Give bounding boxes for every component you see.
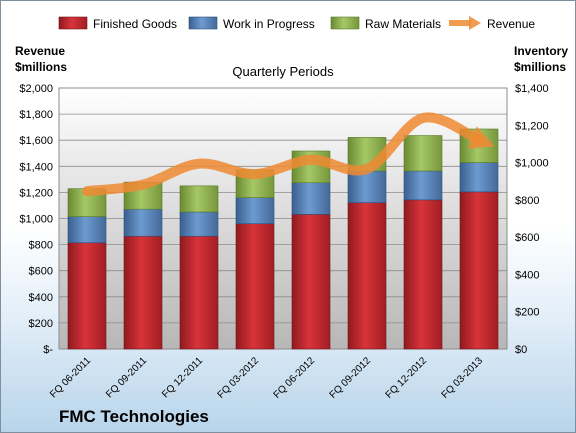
x-tick-label: FQ 03-2012 <box>216 355 262 401</box>
right-tick-label: $600 <box>515 232 539 244</box>
left-tick-label: $1,600 <box>19 135 53 147</box>
legend-label-work-in-progress: Work in Progress <box>223 17 315 31</box>
revenue-line-layer <box>82 112 495 197</box>
bar-raw-materials <box>179 185 219 213</box>
right-tick-label: $1,200 <box>515 120 549 132</box>
bar-work-in-progress <box>459 162 499 193</box>
right-axis-label-line1: Inventory <box>514 44 568 58</box>
company-name: FMC Technologies <box>59 407 209 426</box>
right-tick-label: $0 <box>515 344 527 356</box>
bar-finished-goods <box>403 199 443 350</box>
legend: Finished Goods Work in Progress Raw Mate… <box>58 16 535 31</box>
bar-work-in-progress <box>179 211 219 237</box>
legend-swatch-raw-materials <box>330 16 360 30</box>
bar-finished-goods <box>179 235 219 350</box>
left-tick-label: $1,000 <box>19 214 53 226</box>
bar-finished-goods <box>459 191 499 350</box>
bar-work-in-progress <box>123 208 163 237</box>
right-tick-label: $1,000 <box>515 158 549 170</box>
x-tick-label: FQ 09-2011 <box>104 355 149 400</box>
left-tick-label: $1,400 <box>19 161 53 173</box>
x-tick-label: FQ 12-2011 <box>160 355 205 400</box>
bar-work-in-progress <box>235 197 275 225</box>
legend-label-revenue: Revenue <box>487 17 535 31</box>
chart-title: Quarterly Periods <box>232 64 334 79</box>
bar-finished-goods <box>123 235 163 350</box>
x-tick-label: FQ 06-2011 <box>48 355 93 400</box>
x-tick-label: FQ 12-2012 <box>384 355 430 401</box>
legend-swatch-revenue <box>449 16 481 30</box>
legend-label-raw-materials: Raw Materials <box>365 17 441 31</box>
bar-finished-goods <box>235 223 275 350</box>
right-axis-label-line2: $millions <box>514 60 566 74</box>
left-tick-label: $200 <box>29 318 53 330</box>
bar-work-in-progress <box>347 170 387 203</box>
left-tick-label: $- <box>43 344 53 356</box>
x-tick-label: FQ 09-2012 <box>328 355 374 401</box>
bars <box>67 128 499 350</box>
x-tick-label: FQ 06-2012 <box>272 355 318 401</box>
left-tick-label: $400 <box>29 292 53 304</box>
left-tick-label: $600 <box>29 266 53 278</box>
right-tick-label: $400 <box>515 269 539 281</box>
left-tick-label: $1,800 <box>19 109 53 121</box>
legend-label-finished-goods: Finished Goods <box>93 17 177 31</box>
bar-finished-goods <box>347 202 387 350</box>
right-tick-label: $800 <box>515 195 539 207</box>
left-tick-label: $2,000 <box>19 83 53 95</box>
legend-swatch-finished-goods <box>58 16 88 30</box>
x-tick-label: FQ 03-2013 <box>440 355 486 401</box>
revenue-line <box>82 112 495 197</box>
left-axis-label-line1: Revenue <box>15 44 65 58</box>
legend-swatch-work-in-progress <box>188 16 218 30</box>
left-axis-label-line2: $millions <box>15 60 67 74</box>
right-tick-label: $1,400 <box>515 83 549 95</box>
bar-raw-materials <box>403 135 443 172</box>
right-tick-label: $200 <box>515 307 539 319</box>
bar-work-in-progress <box>67 216 107 244</box>
bar-work-in-progress <box>403 170 443 201</box>
bar-finished-goods <box>67 242 107 350</box>
bar-work-in-progress <box>291 182 331 215</box>
bar-finished-goods <box>291 214 331 350</box>
left-tick-label: $800 <box>29 240 53 252</box>
left-tick-label: $1,200 <box>19 187 53 199</box>
